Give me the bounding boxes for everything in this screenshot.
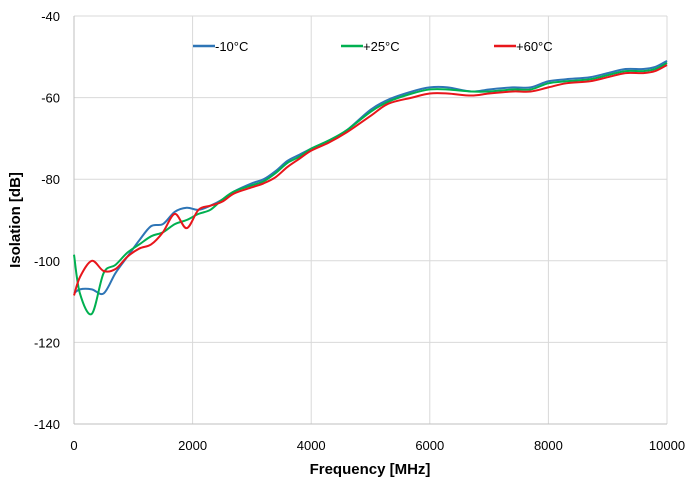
legend-label-1: -10°C (215, 39, 248, 54)
x-tick-label: 0 (70, 438, 77, 453)
legend-label-3: +60°C (516, 39, 553, 54)
legend: -10°C +25°C +60°C (193, 39, 553, 54)
y-tick-label: -80 (41, 172, 60, 187)
series-lines (73, 59, 668, 316)
x-axis-ticks: 0 2000 4000 6000 8000 10000 (70, 438, 685, 453)
x-tick-label: 10000 (649, 438, 685, 453)
y-tick-label: -140 (34, 417, 60, 432)
x-tick-label: 6000 (415, 438, 444, 453)
x-tick-label: 8000 (534, 438, 563, 453)
gridlines (73, 15, 668, 425)
x-axis-title: Frequency [MHz] (310, 461, 431, 478)
y-tick-label: -60 (41, 91, 60, 106)
series-line-2 (73, 62, 668, 316)
x-tick-label: 4000 (297, 438, 326, 453)
y-axis-ticks: -140 -120 -100 -80 -60 -40 (34, 9, 60, 432)
y-tick-label: -100 (34, 254, 60, 269)
y-tick-label: -120 (34, 335, 60, 350)
y-axis-title: Isolation [dB] (7, 172, 24, 268)
x-tick-label: 2000 (178, 438, 207, 453)
series-line-3 (73, 64, 668, 296)
legend-label-2: +25°C (363, 39, 400, 54)
y-tick-label: -40 (41, 9, 60, 24)
